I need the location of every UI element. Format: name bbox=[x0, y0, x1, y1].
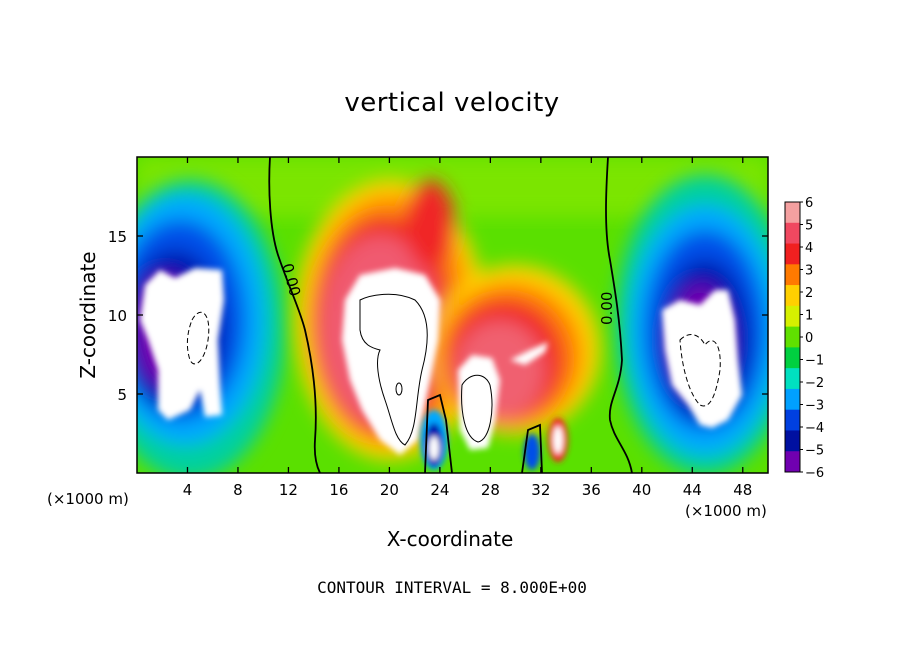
colorbar-label: 3 bbox=[805, 264, 813, 279]
positive-contours bbox=[359, 293, 493, 446]
chart-title: vertical velocity bbox=[344, 88, 560, 118]
x-tick-label: 20 bbox=[380, 481, 399, 499]
colorbar-swatch bbox=[785, 326, 800, 348]
x-unit-right: (×1000 m) bbox=[685, 502, 767, 520]
y-tick-label: 5 bbox=[117, 386, 127, 404]
colorbar-label: 0 bbox=[805, 331, 813, 346]
colorbar-swatch bbox=[785, 409, 800, 431]
colorbar-label: 1 bbox=[805, 309, 813, 324]
x-tick-label: 28 bbox=[481, 481, 500, 499]
colorbar-label: −3 bbox=[805, 399, 824, 414]
contour-interval-note: CONTOUR INTERVAL = 8.000E+00 bbox=[317, 578, 587, 597]
y-axis-label: Z-coordinate bbox=[76, 251, 100, 379]
x-tick-label: 40 bbox=[632, 481, 651, 499]
x-unit-left: (×1000 m) bbox=[47, 490, 129, 508]
colorbar-swatch bbox=[785, 202, 800, 224]
colorbar-swatch bbox=[785, 305, 800, 328]
y-tick-label: 10 bbox=[108, 307, 127, 325]
colorbar-swatch bbox=[785, 222, 800, 245]
colorbar-label: 6 bbox=[805, 196, 813, 211]
colorbar-label: 4 bbox=[805, 241, 813, 256]
colorbar-label: −6 bbox=[805, 466, 824, 481]
x-tick-label: 24 bbox=[430, 481, 449, 499]
colorbar-label: −4 bbox=[805, 421, 824, 436]
x-tick-label: 8 bbox=[233, 481, 243, 499]
colorbar-swatch bbox=[785, 243, 800, 265]
contour-label-right: 0.00 bbox=[598, 292, 616, 325]
x-tick-label: 48 bbox=[733, 481, 752, 499]
x-tick-label: 4 bbox=[183, 481, 193, 499]
x-axis: 4 8 12 16 20 24 28 32 36 40 44 48 bbox=[183, 157, 752, 499]
y-axis: 5 10 15 bbox=[108, 228, 768, 404]
velocity-field: 0.00 0.00 bbox=[137, 157, 768, 473]
negative-contours bbox=[186, 311, 721, 407]
colorbar: 6 5 4 3 2 1 0 −1 −2 −3 −4 −5 −6 bbox=[784, 196, 824, 481]
y-tick-label: 15 bbox=[108, 228, 127, 246]
colorbar-label: −2 bbox=[805, 376, 824, 391]
x-tick-label: 12 bbox=[279, 481, 298, 499]
colorbar-label: 2 bbox=[805, 286, 813, 301]
colorbar-swatch bbox=[785, 451, 800, 473]
x-tick-label: 32 bbox=[531, 481, 550, 499]
x-tick-label: 36 bbox=[582, 481, 601, 499]
colorbar-swatch bbox=[785, 388, 800, 411]
x-tick-label: 44 bbox=[683, 481, 702, 499]
zero-contours bbox=[268, 157, 633, 473]
colorbar-label: −5 bbox=[805, 444, 824, 459]
colorbar-swatch bbox=[785, 347, 800, 369]
x-axis-label: X-coordinate bbox=[386, 527, 514, 551]
colorbar-swatch bbox=[785, 285, 800, 307]
colorbar-label: 5 bbox=[805, 219, 813, 234]
colorbar-swatch bbox=[785, 430, 800, 452]
colorbar-swatch bbox=[785, 368, 800, 390]
x-tick-label: 16 bbox=[329, 481, 348, 499]
colorbar-swatch bbox=[785, 264, 800, 286]
colorbar-label: −1 bbox=[805, 354, 824, 369]
